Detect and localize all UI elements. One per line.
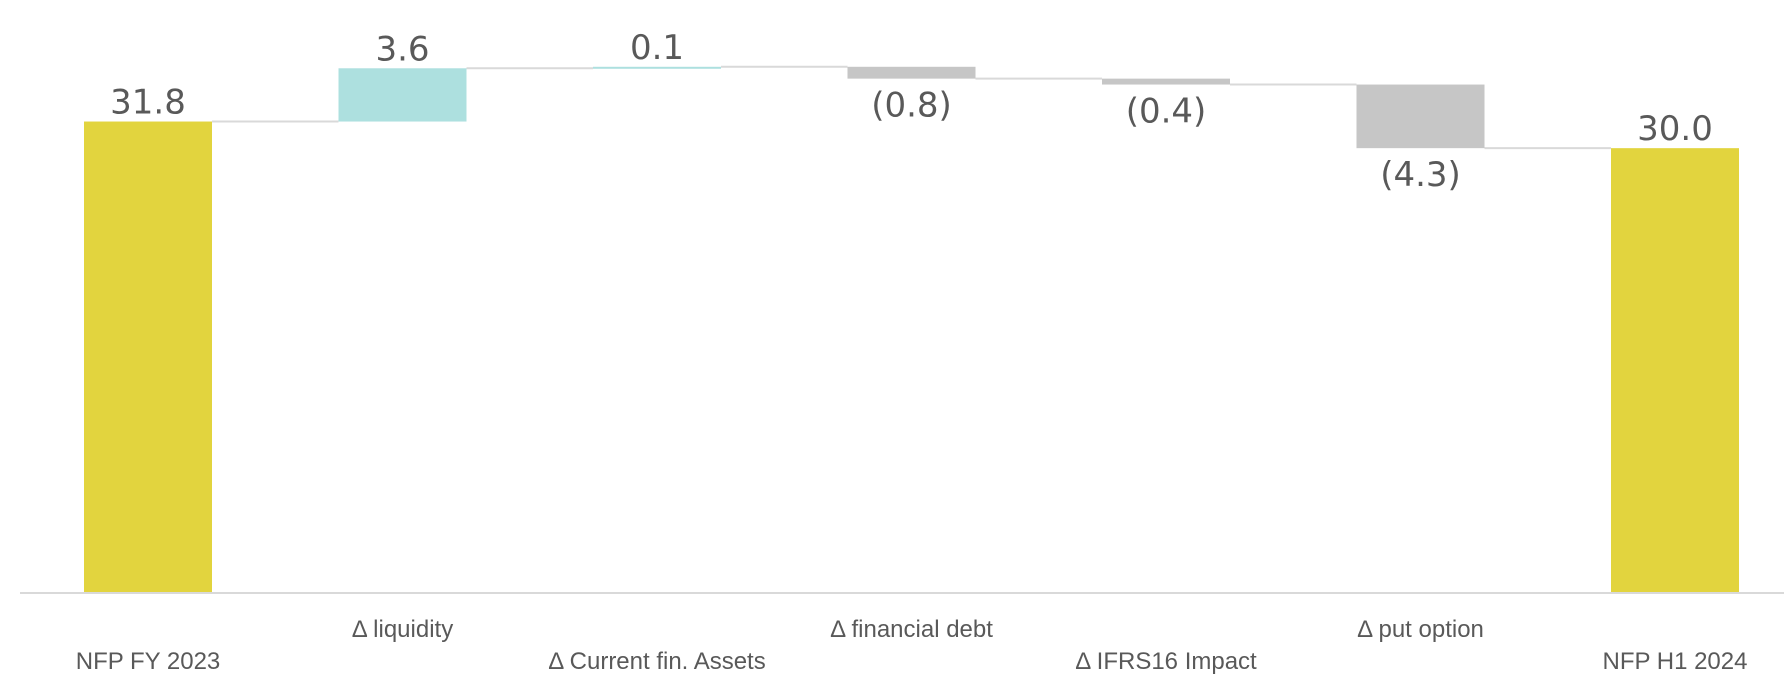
- category-label-3: Δ financial debt: [830, 616, 993, 643]
- bar-6: [1611, 148, 1739, 593]
- data-label-2: 0.1: [630, 28, 684, 68]
- category-label-2: Δ Current fin. Assets: [548, 648, 765, 675]
- bar-2: [593, 66, 721, 69]
- data-label-6: 30.0: [1637, 109, 1713, 149]
- category-label-5: Δ put option: [1357, 616, 1484, 643]
- data-label-4: (0.4): [1126, 92, 1207, 132]
- bar-4: [1102, 78, 1230, 85]
- bar-5: [1356, 84, 1485, 149]
- bar-0: [84, 121, 212, 593]
- data-label-3: (0.8): [871, 86, 952, 126]
- category-label-4: Δ IFRS16 Impact: [1075, 648, 1257, 675]
- data-labels: 31.8 3.6 0.1 (0.8) (0.4) (4.3) 30.0: [110, 28, 1713, 195]
- category-label-0: NFP FY 2023: [76, 648, 221, 675]
- bar-3: [847, 66, 976, 79]
- data-label-0: 31.8: [110, 83, 186, 123]
- bar-1: [338, 68, 467, 122]
- category-labels: NFP FY 2023 Δ liquidity Δ Current fin. Ass…: [76, 616, 1748, 675]
- data-label-1: 3.6: [375, 29, 429, 69]
- bars: [84, 66, 1739, 593]
- category-label-6: NFP H1 2024: [1603, 648, 1748, 675]
- data-label-5: (4.3): [1380, 155, 1461, 195]
- category-label-1: Δ liquidity: [352, 616, 453, 643]
- connector-lines: [212, 65, 1611, 150]
